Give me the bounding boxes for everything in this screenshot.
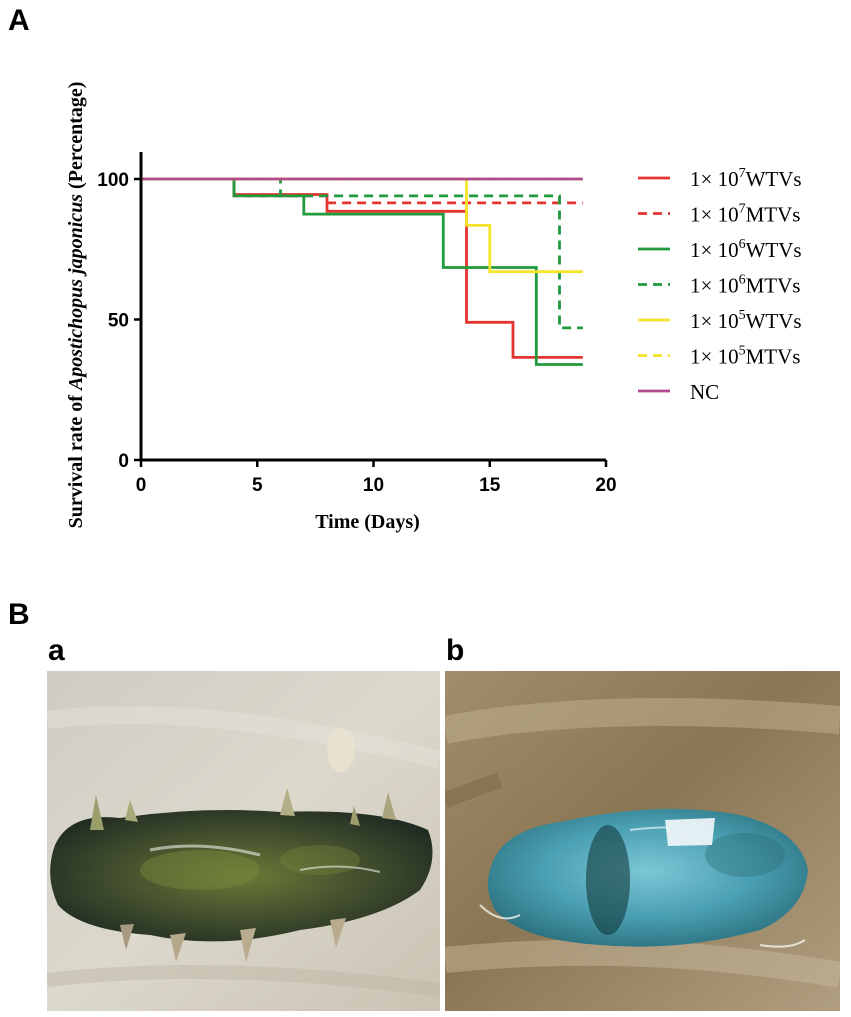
panel-label-a: a [48,634,65,667]
panel-label-B: B [8,598,30,631]
legend-label-6: 1× 105MTVs [690,344,800,369]
y-tick-label: 100 [97,170,129,191]
sea-cucumber-b [479,808,808,948]
ticks-group: 0 5 10 15 20 0 50 100 [97,170,616,496]
series-group [141,177,583,366]
legend: 1× 107WTVs 1× 107MTVs 1× 106WTVs 1× 106MTVs… [638,166,802,404]
panel-label-A: A [8,4,30,37]
legend-label-5: 1× 105WTVs [690,308,802,333]
y-tick-label: 50 [108,311,129,332]
panel-label-b: b [446,634,464,667]
x-tick-label: 20 [595,475,616,496]
legend-label-2: 1× 107MTVs [690,202,800,227]
legend-label-4: 1× 106MTVs [690,273,800,298]
legend-label-1: 1× 107WTVs [690,166,802,191]
photo-b [445,671,840,1011]
x-tick-label: 10 [363,475,384,496]
y-axis-title-species: Apostichopus japonicus [65,194,87,392]
droplet [327,728,355,772]
series-line-4 [141,177,583,330]
y-axis-title-suffix: (Percentage) [65,82,87,194]
x-tick-label: 5 [252,475,263,496]
series-line-3 [141,177,583,366]
legend-label-7: NC [690,380,719,404]
legend-label-3: 1× 106WTVs [690,237,802,262]
x-axis-title: Time (Days) [315,511,420,533]
sea-cucumber-a [50,788,433,962]
series-line-5 [141,177,583,274]
x-tick-label: 15 [479,475,501,496]
y-tick-label: 0 [118,451,129,472]
series-line-2 [141,177,583,205]
x-tick-label: 0 [136,475,147,496]
y-axis-title: Survival rate of Apostichopus japonicus … [65,82,87,529]
photo-a [47,671,440,1011]
survival-chart: 0 5 10 15 20 0 50 100 Time (Days) Survival rate… [65,82,802,533]
y-axis-title-prefix: Survival rate of [65,390,87,528]
